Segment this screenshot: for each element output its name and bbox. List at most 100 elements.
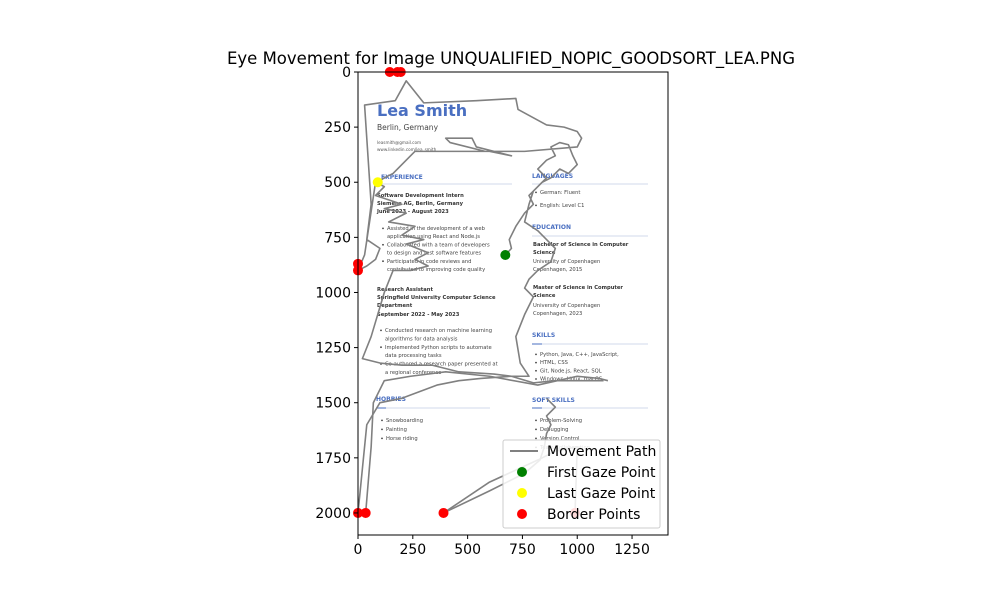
job2-bullet-item: a regional conference (385, 370, 441, 376)
job1-bullet-item: Collaborated with a team of developers (387, 242, 490, 248)
y-tick-label: 1750 (315, 451, 351, 467)
movement-path-line (357, 80, 583, 378)
y-tick-label: 500 (324, 175, 351, 191)
language-item: German: Fluent (540, 190, 580, 196)
bullet-dot (382, 243, 384, 246)
job1-bullet-item: Participated in code reviews and (387, 259, 471, 265)
resume-skills-list: Python, Java, C++, JavaScript, HTML, CSS G… (535, 352, 619, 383)
y-axis: 0 250 500 750 1000 1250 1500 1750 2000 (315, 65, 358, 522)
resume-edu1-degree: Bachelor of Science in Computer (533, 242, 629, 248)
resume-location: Berlin, Germany (377, 123, 439, 132)
resume-soft-heading: SOFT SKILLS (532, 397, 575, 404)
y-tick-label: 2000 (315, 506, 351, 522)
hobby-item: Horse riding (386, 436, 418, 442)
legend: Movement Path First Gaze Point Last Gaze… (502, 439, 661, 529)
job2-bullet-item: Implemented Python scripts to automate (385, 345, 492, 351)
hobby-item: Snowboarding (386, 418, 423, 424)
soft-skill-item: Debugging (540, 427, 568, 433)
resume-hobbies-heading: HOBBIES (376, 396, 406, 403)
resume-job1-bullets: Assisted in the development of a web appl… (382, 226, 490, 273)
legend-first-gaze: First Gaze Point (547, 465, 656, 481)
border-point (360, 507, 371, 518)
x-tick-label: 250 (399, 542, 426, 558)
legend-border-marker (517, 509, 527, 519)
bullet-dot (535, 353, 537, 356)
job2-bullet-item: algorithms for data analysis (385, 336, 458, 342)
bullet-dot (535, 437, 537, 440)
soft-skill-item: Version Control (540, 436, 579, 442)
resume-job2-title: Research Assistant (377, 287, 433, 293)
job2-bullet-item: Co-authored a research paper presented a… (385, 362, 498, 368)
skill-item: Python, Java, C++, JavaScript, (540, 352, 619, 358)
resume-job1-company: Siemens AG, Berlin, Germany (377, 201, 464, 207)
resume-edu2-degree2: Science (533, 293, 556, 299)
chart-title: Eye Movement for Image UNQUALIFIED_NOPIC… (227, 49, 795, 69)
resume-edu2-school: University of Copenhagen (533, 303, 600, 309)
y-tick-label: 1000 (315, 285, 351, 301)
resume-job1-title: Software Development Intern (377, 193, 464, 199)
x-tick-label: 1000 (559, 542, 595, 558)
first-gaze-point (500, 249, 511, 260)
resume-name: Lea Smith (377, 101, 467, 120)
legend-last-gaze: Last Gaze Point (547, 486, 656, 502)
bullet-dot (535, 369, 537, 372)
job1-bullet-item: to design and test software features (387, 251, 481, 257)
resume-edu1-degree2: Science (533, 250, 556, 256)
x-axis: 0 250 500 750 1000 1250 (354, 535, 650, 558)
job1-bullet-item: Assisted in the development of a web (387, 226, 486, 232)
bullet-dot (535, 428, 537, 431)
y-tick-label: 1500 (315, 396, 351, 412)
resume-hobbies-list: Snowboarding Painting Horse riding (381, 418, 423, 442)
bullet-dot (535, 191, 537, 194)
bullet-dot (535, 378, 537, 380)
y-tick-label: 250 (324, 120, 351, 136)
skill-item: Git, Node.js, React, SQL (540, 368, 602, 374)
resume-skills-heading: SKILLS (532, 332, 555, 339)
resume-edu2-place: Copenhagen, 2023 (533, 311, 582, 317)
resume-job2-company2: Department (377, 303, 413, 309)
movement-path-line (364, 371, 609, 514)
y-tick-label: 750 (324, 230, 351, 246)
bullet-dot (382, 260, 384, 263)
legend-border-points: Border Points (547, 507, 640, 523)
resume-edu1-school: University of Copenhagen (533, 259, 600, 265)
x-tick-label: 500 (454, 542, 481, 558)
bullet-dot (381, 437, 383, 440)
job1-bullet-item: contributed to improving code quality (387, 267, 485, 273)
bullet-dot (381, 419, 383, 422)
resume-education-heading: EDUCATION (532, 224, 571, 231)
resume-edu2-degree: Master of Science in Computer (533, 285, 623, 291)
hobby-item: Painting (386, 427, 407, 433)
resume-job2-company: Springfield University Computer Science (377, 295, 496, 301)
resume-job2-dates: September 2022 - May 2023 (377, 312, 460, 318)
bullet-dot (535, 204, 537, 207)
skill-item: Windows, Linux, macOS (540, 377, 602, 383)
last-gaze-point (372, 177, 383, 188)
resume-edu1-place: Copenhagen, 2015 (533, 267, 582, 273)
x-tick-label: 1250 (614, 542, 650, 558)
x-tick-label: 0 (354, 542, 363, 558)
bullet-dot (535, 419, 537, 422)
legend-box (502, 439, 661, 529)
job1-bullet-item: application using React and Node.js (387, 234, 480, 240)
legend-last-marker (517, 488, 527, 498)
resume-job1-dates: June 2023 - August 2023 (376, 209, 449, 215)
bullet-dot (380, 346, 382, 349)
bullet-dot (381, 428, 383, 431)
border-point (438, 507, 449, 518)
bullet-dot (535, 361, 537, 364)
resume-email: leasmith@gmail.com (377, 140, 421, 145)
resume-linkedin: www.linkedin.com/lea_smith (377, 147, 437, 152)
legend-first-marker (517, 467, 527, 477)
y-tick-label: 0 (342, 65, 351, 81)
x-tick-label: 750 (509, 542, 536, 558)
y-tick-label: 1250 (315, 341, 351, 357)
soft-skill-item: Problem-Solving (540, 418, 582, 424)
skill-item: HTML, CSS (540, 360, 568, 366)
bullet-dot (382, 227, 384, 230)
legend-movement-path: Movement Path (547, 444, 656, 460)
resume-experience-heading: EXPERIENCE (381, 174, 423, 181)
language-item: English: Level C1 (540, 203, 584, 209)
axes-frame (357, 71, 669, 536)
